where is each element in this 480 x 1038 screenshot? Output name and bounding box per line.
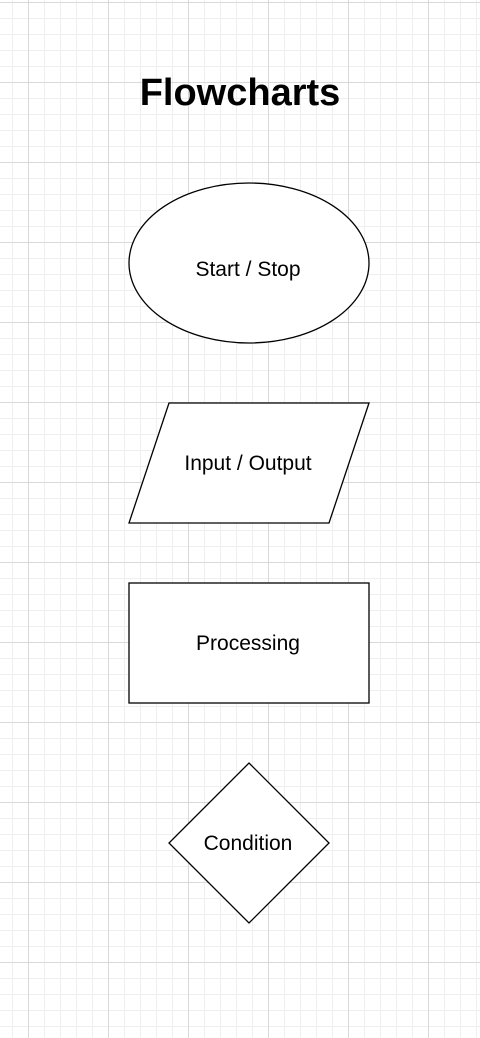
input-output-parallelogram[interactable] — [128, 402, 370, 524]
input-output-label: Input / Output — [184, 452, 311, 475]
processing-label: Processing — [196, 632, 300, 655]
processing-rectangle[interactable] — [128, 582, 370, 704]
input-output-shape[interactable]: Input / Output — [128, 402, 370, 524]
start-stop-ellipse[interactable] — [128, 182, 370, 344]
page-title: Flowcharts — [139, 72, 341, 114]
condition-label: Condition — [204, 832, 293, 855]
processing-shape[interactable]: Processing — [128, 582, 370, 704]
condition-shape[interactable]: Condition — [168, 762, 330, 924]
start-stop-shape[interactable]: Start / Stop — [128, 182, 370, 344]
start-stop-label: Start / Stop — [195, 258, 300, 281]
condition-diamond[interactable] — [168, 762, 330, 924]
